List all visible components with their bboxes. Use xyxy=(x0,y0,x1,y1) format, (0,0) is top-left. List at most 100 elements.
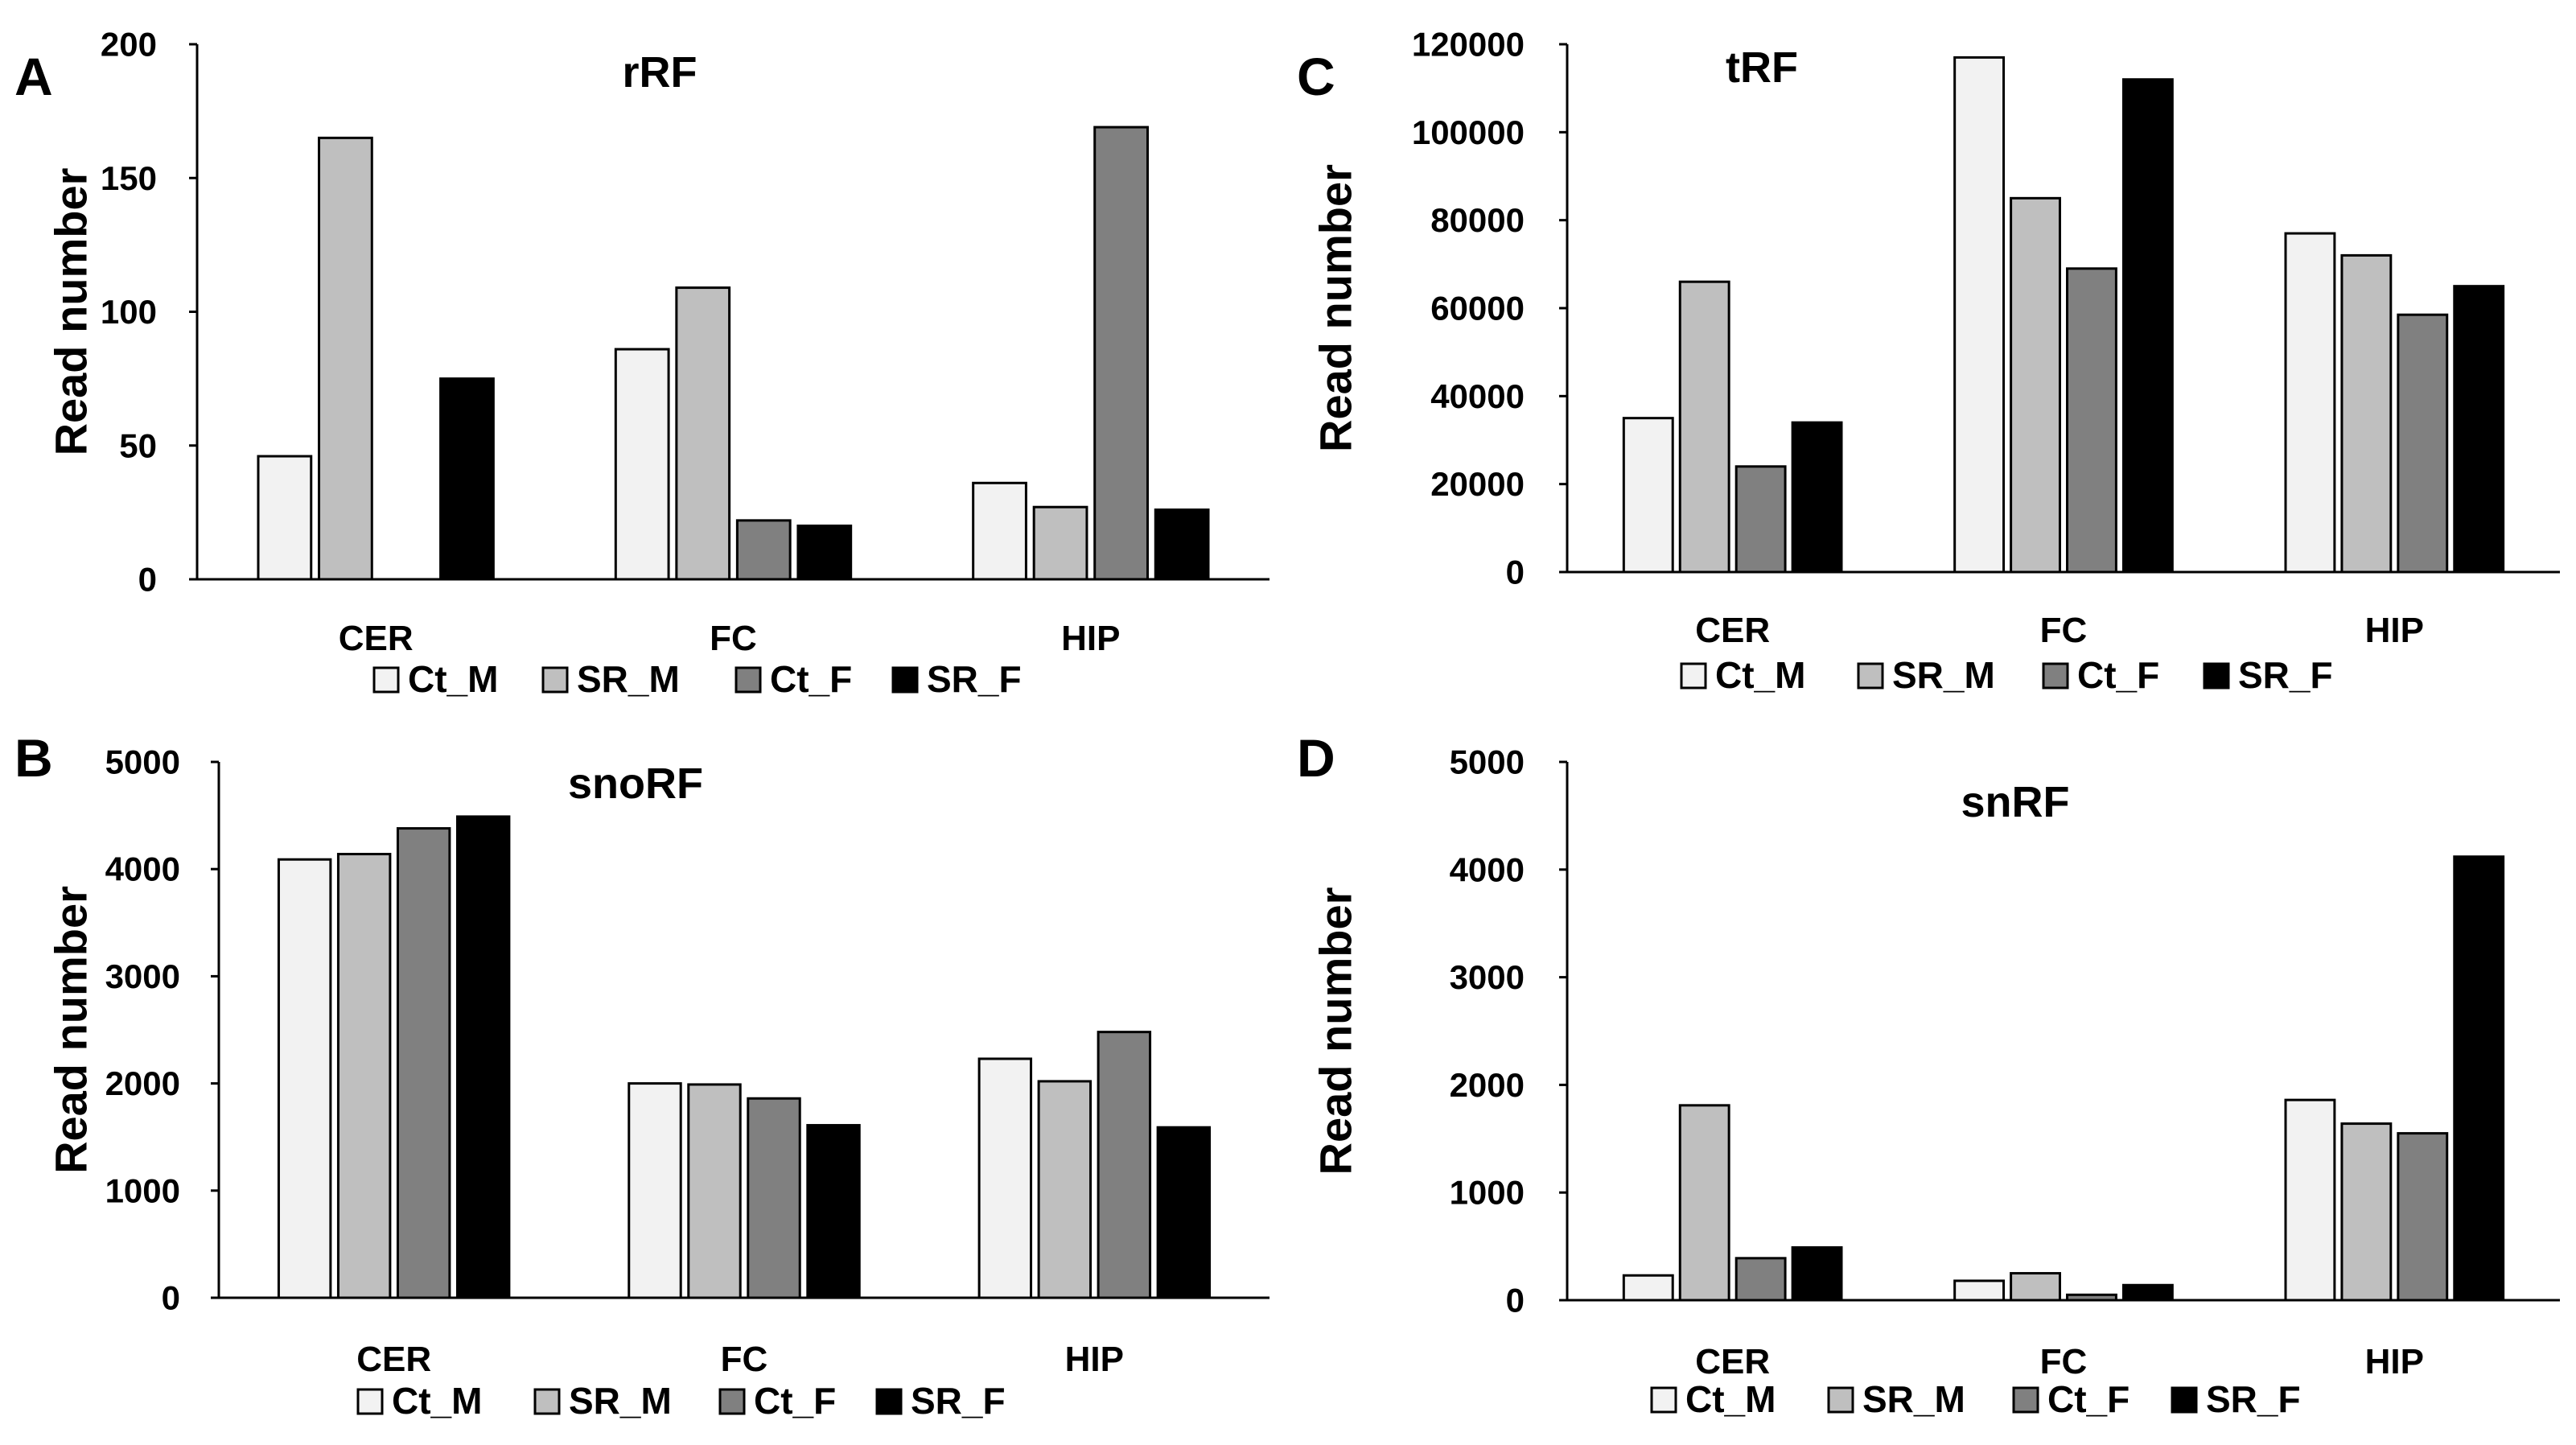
legend-swatch-sr-f xyxy=(875,1388,903,1415)
legend-swatch-ct-m xyxy=(356,1388,384,1415)
bar-hip-sr-f xyxy=(2453,285,2505,574)
y-tick-label: 5000 xyxy=(1450,743,1525,781)
bar-cer-sr-m xyxy=(336,853,392,1299)
category-label: CER xyxy=(1695,611,1770,650)
y-axis-label: Read number xyxy=(1311,164,1361,452)
legend-swatch-sr-m xyxy=(1827,1386,1854,1414)
category-label: FC xyxy=(2040,611,2088,650)
bar-hip-ct-f xyxy=(1097,1031,1152,1299)
legend-label: SR_F xyxy=(2206,1378,2301,1420)
legend-swatch-ct-m xyxy=(372,666,400,694)
legend-label: Ct_F xyxy=(2077,654,2159,696)
bar-fc-sr-f xyxy=(2121,78,2174,574)
legend-swatch-ct-f xyxy=(2012,1386,2039,1414)
y-tick-label: 60000 xyxy=(1430,290,1525,327)
legend-label: SR_M xyxy=(569,1380,672,1422)
bar-hip-sr-f xyxy=(2453,855,2505,1302)
legend-swatch-sr-f xyxy=(2203,662,2230,690)
y-tick-label: 40000 xyxy=(1430,377,1525,415)
bar-fc-ct-m xyxy=(1953,1279,2006,1302)
bar-cer-ct-m xyxy=(277,858,332,1299)
category-label: CER xyxy=(356,1340,431,1379)
bar-cer-ct-m xyxy=(1622,1274,1674,1302)
legend-label: SR_F xyxy=(927,658,1022,700)
y-tick-label: 200 xyxy=(101,26,157,64)
legend-swatch-sr-f xyxy=(2171,1386,2198,1414)
bar-fc-ct-m xyxy=(614,348,670,581)
y-tick-label: 20000 xyxy=(1430,465,1525,503)
y-tick-label: 0 xyxy=(162,1279,180,1317)
legend-swatch-ct-f xyxy=(735,666,762,694)
category-label: HIP xyxy=(2365,611,2424,650)
y-tick-label: 4000 xyxy=(105,850,180,888)
category-label: CER xyxy=(339,619,414,658)
bar-cer-sr-m xyxy=(318,136,373,581)
chart-title: snoRF xyxy=(568,760,703,808)
bar-fc-ct-m xyxy=(1953,56,2006,574)
bar-fc-sr-m xyxy=(2010,1272,2061,1302)
legend-label: SR_M xyxy=(577,658,680,700)
legend-label: Ct_M xyxy=(1685,1378,1776,1420)
legend-swatch-ct-m xyxy=(1680,662,1707,690)
category-label: HIP xyxy=(1061,619,1120,658)
legend-label: Ct_F xyxy=(754,1380,836,1422)
legend-label: SR_F xyxy=(911,1380,1006,1422)
legend-swatch-ct-m xyxy=(1650,1386,1677,1414)
legend-swatch-sr-m xyxy=(541,666,569,694)
legend-swatch-ct-f xyxy=(2042,662,2069,690)
legend-label: SR_M xyxy=(1862,1378,1965,1420)
y-axis-label: Read number xyxy=(1311,887,1361,1175)
category-label: FC xyxy=(2040,1342,2088,1381)
panel-letter: A xyxy=(14,47,53,106)
bar-cer-sr-f xyxy=(455,815,511,1299)
bar-hip-sr-m xyxy=(1037,1080,1093,1299)
legend-swatch-sr-m xyxy=(533,1388,561,1415)
legend-swatch-ct-f xyxy=(718,1388,746,1415)
y-tick-label: 100 xyxy=(101,293,157,331)
category-label: HIP xyxy=(1065,1340,1124,1379)
bar-fc-ct-m xyxy=(628,1082,682,1299)
bar-cer-sr-f xyxy=(1791,421,1843,574)
panel-letter: D xyxy=(1297,728,1335,788)
bar-fc-sr-m xyxy=(687,1083,742,1299)
bar-fc-sr-f xyxy=(796,525,853,581)
legend-label: Ct_M xyxy=(1715,654,1805,696)
legend-label: Ct_F xyxy=(770,658,852,700)
legend-label: Ct_M xyxy=(392,1380,482,1422)
y-tick-label: 3000 xyxy=(1450,958,1525,996)
y-tick-label: 0 xyxy=(138,561,157,599)
y-tick-label: 2000 xyxy=(105,1064,180,1102)
bar-hip-ct-f xyxy=(2397,1132,2449,1302)
legend: Ct_M SR_M Ct_F SR_F xyxy=(356,1380,1006,1422)
bar-cer-sr-f xyxy=(439,377,495,581)
bar-fc-sr-m xyxy=(2010,196,2061,574)
y-tick-label: 4000 xyxy=(1450,850,1525,888)
y-tick-label: 80000 xyxy=(1430,201,1525,239)
bar-cer-ct-f xyxy=(1734,465,1787,574)
y-tick-label: 100000 xyxy=(1412,113,1525,151)
chart-title: snRF xyxy=(1961,778,2070,826)
legend: Ct_M SR_M Ct_F SR_F xyxy=(1680,654,2333,696)
bar-cer-sr-f xyxy=(1791,1245,1843,1302)
bar-hip-ct-m xyxy=(2284,1098,2336,1302)
bar-hip-ct-m xyxy=(977,1057,1033,1299)
bar-fc-ct-f xyxy=(2066,267,2117,574)
bar-fc-ct-f xyxy=(2066,1293,2117,1302)
category-label: CER xyxy=(1695,1342,1770,1381)
bar-hip-ct-m xyxy=(2284,232,2336,574)
y-tick-label: 120000 xyxy=(1412,26,1525,64)
y-tick-label: 3000 xyxy=(105,957,180,995)
legend: Ct_M SR_M Ct_F SR_F xyxy=(372,658,1022,700)
bar-cer-ct-m xyxy=(257,455,313,581)
y-tick-label: 2000 xyxy=(1450,1066,1525,1104)
bar-hip-sr-m xyxy=(1032,505,1088,581)
y-tick-label: 1000 xyxy=(1450,1174,1525,1212)
panel-letter: B xyxy=(14,728,53,788)
y-axis-label: Read number xyxy=(46,168,97,456)
legend-swatch-sr-m xyxy=(1857,662,1884,690)
bar-hip-ct-f xyxy=(1093,126,1149,581)
